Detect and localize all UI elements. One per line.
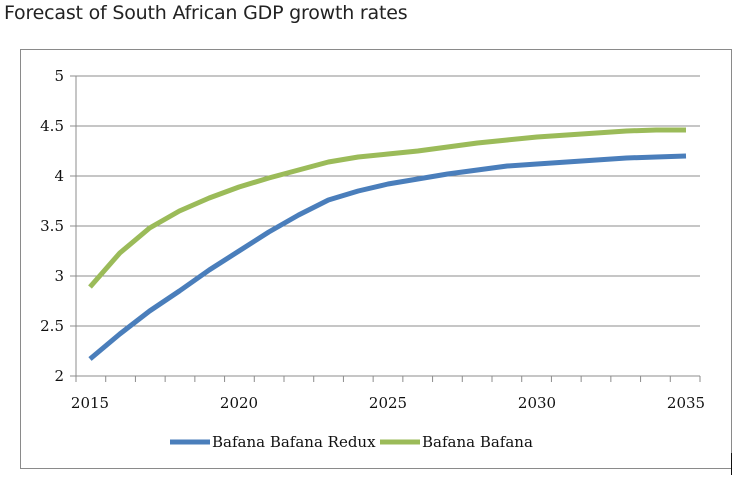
- text-cursor: [731, 453, 732, 475]
- y-tick-label: 3: [54, 267, 64, 285]
- series-line-2: [88, 127, 686, 289]
- legend-label: Bafana Bafana: [422, 433, 533, 451]
- y-tick-labels: 2 2.5 3 3.5 4 4.5 5: [40, 67, 64, 385]
- x-tick-label: 2025: [369, 394, 407, 412]
- chart-title: Forecast of South African GDP growth rat…: [4, 2, 408, 24]
- y-tick-label: 2: [54, 367, 64, 385]
- gridlines: [76, 75, 700, 327]
- axes: [70, 75, 701, 382]
- x-tick-labels: 2015 2020 2025 2030 2035: [71, 394, 705, 412]
- y-tick-label: 4.5: [40, 117, 64, 135]
- y-tick-label: 2.5: [40, 317, 64, 335]
- series-line-1: [88, 153, 687, 361]
- y-tick-label: 5: [54, 67, 64, 85]
- chart-frame: [20, 49, 732, 469]
- legend: Bafana Bafana Redux Bafana Bafana: [170, 433, 533, 451]
- series-lines: [88, 127, 687, 361]
- x-tick-label: 2015: [71, 394, 109, 412]
- legend-label: Bafana Bafana Redux: [212, 433, 376, 451]
- x-tick-label: 2020: [220, 394, 258, 412]
- y-tick-label: 4: [54, 167, 64, 185]
- x-tick-label: 2035: [667, 394, 705, 412]
- y-tick-label: 3.5: [40, 217, 64, 235]
- x-tick-label: 2030: [518, 394, 556, 412]
